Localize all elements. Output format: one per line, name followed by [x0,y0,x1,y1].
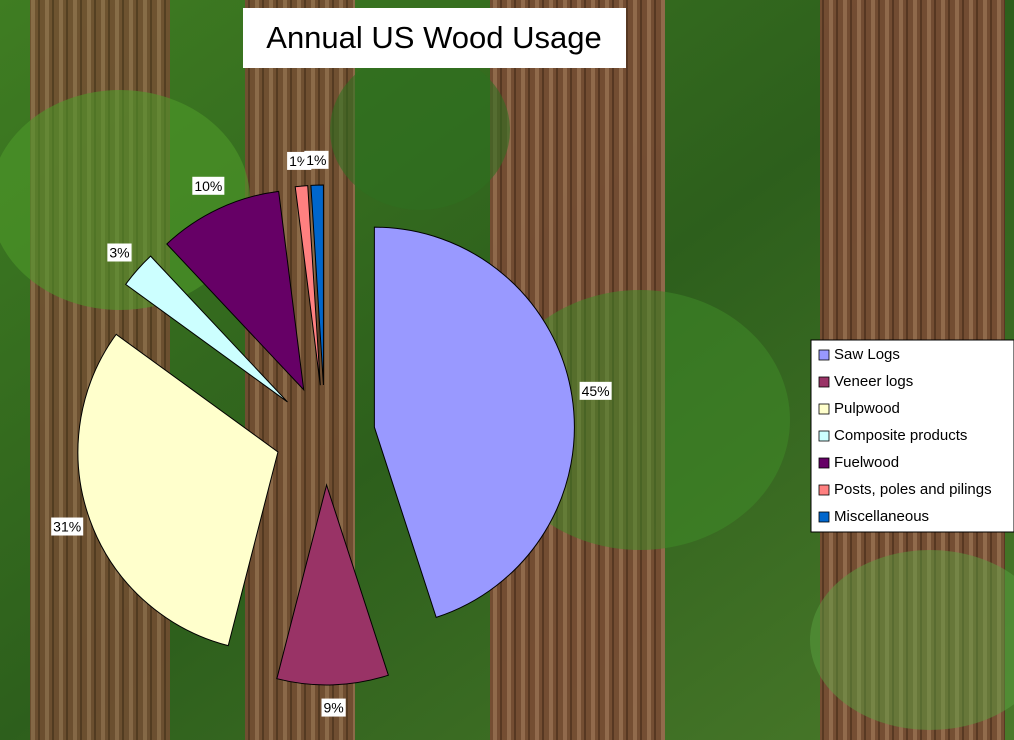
value-label: 1% [306,152,326,168]
legend-label: Pulpwood [834,400,900,417]
value-label: 9% [323,700,343,716]
value-label: 31% [53,519,81,535]
legend-label: Composite products [834,427,967,444]
legend-label: Fuelwood [834,454,899,471]
chart-title: Annual US Wood Usage [266,20,601,55]
legend-swatch [819,431,829,441]
legend-swatch [819,350,829,360]
value-label: 3% [109,245,129,261]
legend-swatch [819,404,829,414]
legend-swatch [819,485,829,495]
legend-label: Veneer logs [834,373,913,390]
legend-label: Posts, poles and pilings [834,481,992,498]
legend-swatch [819,512,829,522]
value-label: 10% [194,178,222,194]
legend-label: Miscellaneous [834,508,929,525]
legend-label: Saw Logs [834,346,900,363]
value-label: 45% [582,383,610,399]
legend-swatch [819,458,829,468]
chart: Annual US Wood Usage 45%9%31%3%10%1%1%Sa… [0,0,1014,740]
legend-swatch [819,377,829,387]
